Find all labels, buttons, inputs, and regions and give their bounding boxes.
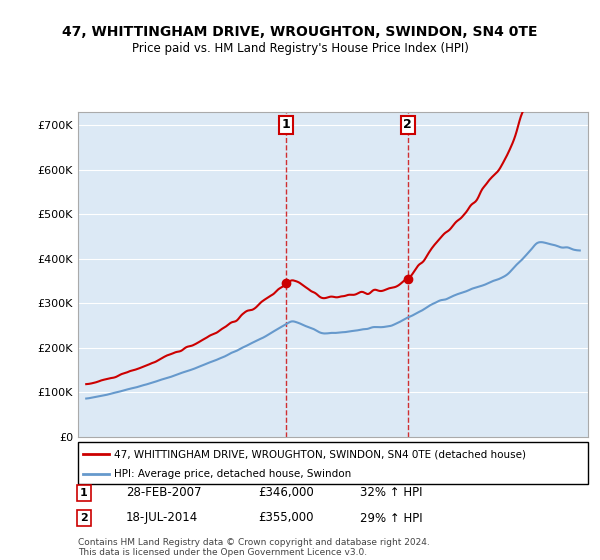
Text: £346,000: £346,000 bbox=[258, 486, 314, 500]
Text: 47, WHITTINGHAM DRIVE, WROUGHTON, SWINDON, SN4 0TE (detached house): 47, WHITTINGHAM DRIVE, WROUGHTON, SWINDO… bbox=[114, 449, 526, 459]
Text: Contains HM Land Registry data © Crown copyright and database right 2024.
This d: Contains HM Land Registry data © Crown c… bbox=[78, 538, 430, 557]
Text: 2: 2 bbox=[403, 119, 412, 132]
Text: Price paid vs. HM Land Registry's House Price Index (HPI): Price paid vs. HM Land Registry's House … bbox=[131, 42, 469, 55]
Text: £355,000: £355,000 bbox=[258, 511, 314, 525]
FancyBboxPatch shape bbox=[78, 442, 588, 484]
Text: 29% ↑ HPI: 29% ↑ HPI bbox=[360, 511, 422, 525]
Text: 1: 1 bbox=[282, 119, 290, 132]
Text: 2: 2 bbox=[80, 513, 88, 523]
Text: 47, WHITTINGHAM DRIVE, WROUGHTON, SWINDON, SN4 0TE: 47, WHITTINGHAM DRIVE, WROUGHTON, SWINDO… bbox=[62, 25, 538, 39]
Text: 1: 1 bbox=[80, 488, 88, 498]
Text: HPI: Average price, detached house, Swindon: HPI: Average price, detached house, Swin… bbox=[114, 469, 351, 479]
Text: 32% ↑ HPI: 32% ↑ HPI bbox=[360, 486, 422, 500]
Text: 18-JUL-2014: 18-JUL-2014 bbox=[126, 511, 198, 525]
Text: 28-FEB-2007: 28-FEB-2007 bbox=[126, 486, 202, 500]
